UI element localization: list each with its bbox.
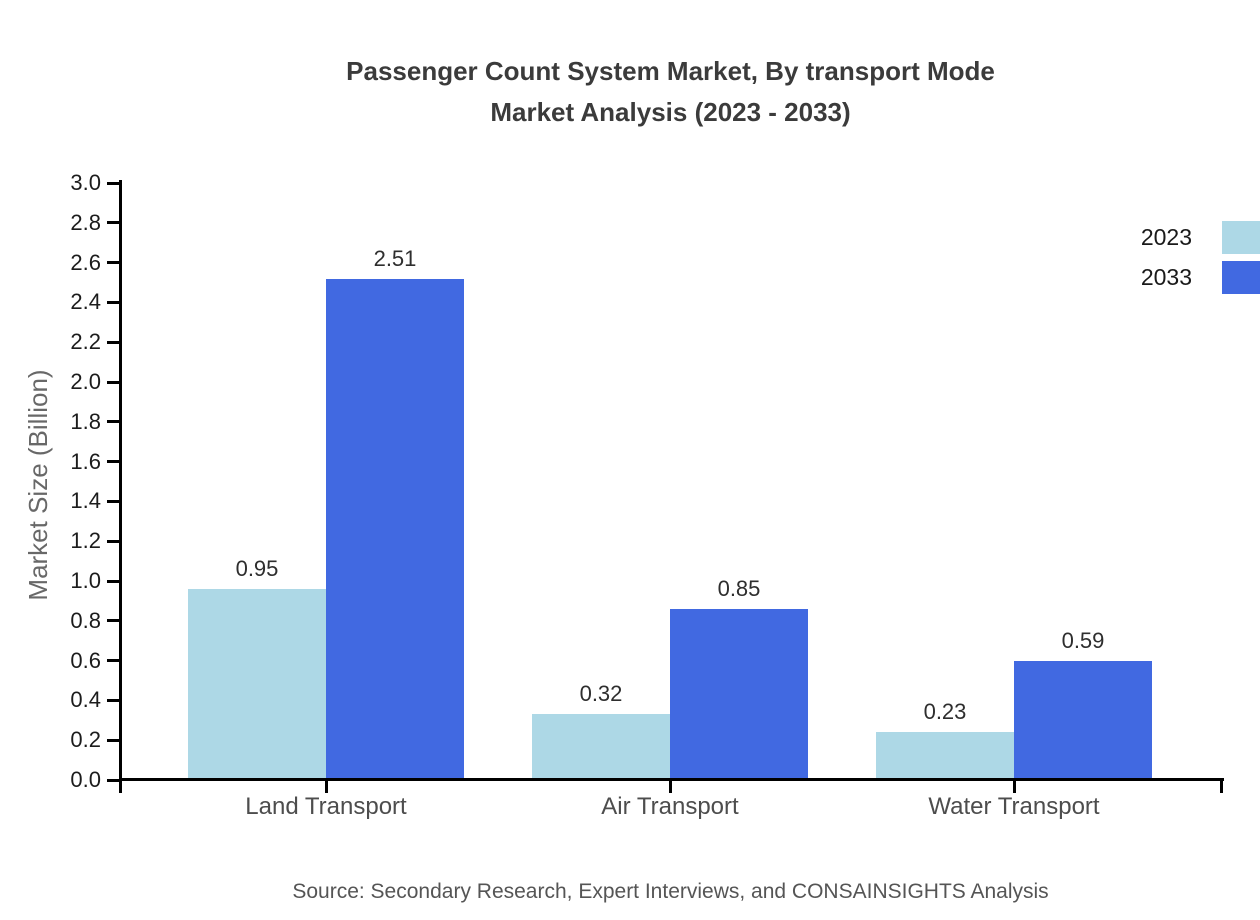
y-tick-label: 0.0 <box>70 767 101 792</box>
y-tick-mark <box>107 499 119 503</box>
y-tick-mark <box>107 460 119 464</box>
bar-2033-land-transport <box>326 278 464 778</box>
y-tick-mark <box>107 738 119 742</box>
y-tick-mark <box>107 181 119 185</box>
y-tick-label: 2.4 <box>70 289 101 315</box>
x-axis-line <box>119 778 1224 781</box>
y-tick-label: 2.6 <box>70 249 101 275</box>
y-tick-label: 0.4 <box>70 687 101 713</box>
bar-2033-air-transport <box>670 608 808 778</box>
y-tick-label: 2.8 <box>70 209 101 235</box>
bar-2023-land-transport <box>188 588 326 778</box>
legend-item-2033: 2033 <box>1141 257 1260 297</box>
chart-title-line2: Market Analysis (2023 - 2033) <box>490 97 851 127</box>
bar-value-label: 0.85 <box>717 575 761 601</box>
bar-2023-air-transport <box>532 714 670 778</box>
x-category-label: Land Transport <box>245 793 407 820</box>
bar-value-label: 0.59 <box>1061 627 1105 653</box>
y-tick-label: 0.8 <box>70 607 101 633</box>
bar-value-label: 0.23 <box>923 699 967 725</box>
bar-2023-water-transport <box>876 732 1014 778</box>
y-tick-mark <box>107 778 119 782</box>
y-tick-label: 1.0 <box>70 568 101 593</box>
bar-2033-water-transport <box>1014 660 1152 778</box>
y-tick-label: 1.4 <box>70 488 101 514</box>
y-tick-label: 1.8 <box>70 408 101 434</box>
y-tick-label: 0.6 <box>70 647 101 673</box>
y-tick-label: 0.2 <box>70 727 101 753</box>
chart-title-line1: Passenger Count System Market, By transp… <box>346 56 995 86</box>
y-tick-mark <box>107 221 119 225</box>
y-tick-mark <box>107 698 119 702</box>
x-tick-mark <box>1012 781 1016 793</box>
legend-item-label: 2023 <box>1140 223 1192 250</box>
bar-value-label: 0.32 <box>579 681 623 707</box>
x-tick-mark <box>668 781 672 793</box>
legend-item-2023: 2023 <box>1141 217 1260 257</box>
x-category-label: Water Transport <box>928 793 1100 820</box>
source-attribution: Source: Secondary Research, Expert Inter… <box>292 880 1049 903</box>
y-tick-mark <box>107 539 119 543</box>
x-category-label: Air Transport <box>601 793 739 820</box>
y-axis-line <box>119 180 122 781</box>
legend-swatch-2023 <box>1222 220 1260 254</box>
bar-value-label: 2.51 <box>373 245 417 271</box>
y-tick-label: 3.0 <box>70 170 101 195</box>
chart-title: Passenger Count System Market, By transp… <box>120 51 1221 133</box>
legend-item-label: 2033 <box>1140 263 1192 290</box>
y-tick-label: 2.0 <box>70 369 101 394</box>
y-tick-mark <box>107 579 119 583</box>
y-tick-mark <box>107 619 119 623</box>
y-tick-mark <box>107 420 119 424</box>
x-tick-mark <box>1219 781 1223 793</box>
y-tick-mark <box>107 380 119 384</box>
y-tick-mark <box>107 300 119 304</box>
y-tick-label: 1.6 <box>70 448 101 474</box>
legend: 2023 2033 <box>1141 217 1260 297</box>
y-tick-label: 2.2 <box>70 329 101 355</box>
y-tick-mark <box>107 659 119 663</box>
y-tick-label: 1.2 <box>70 528 101 554</box>
y-tick-mark <box>107 261 119 265</box>
bar-value-label: 0.95 <box>235 555 279 581</box>
x-tick-mark <box>324 781 328 793</box>
legend-swatch-2033 <box>1222 260 1260 294</box>
y-tick-mark <box>107 340 119 344</box>
x-tick-mark <box>118 781 122 793</box>
